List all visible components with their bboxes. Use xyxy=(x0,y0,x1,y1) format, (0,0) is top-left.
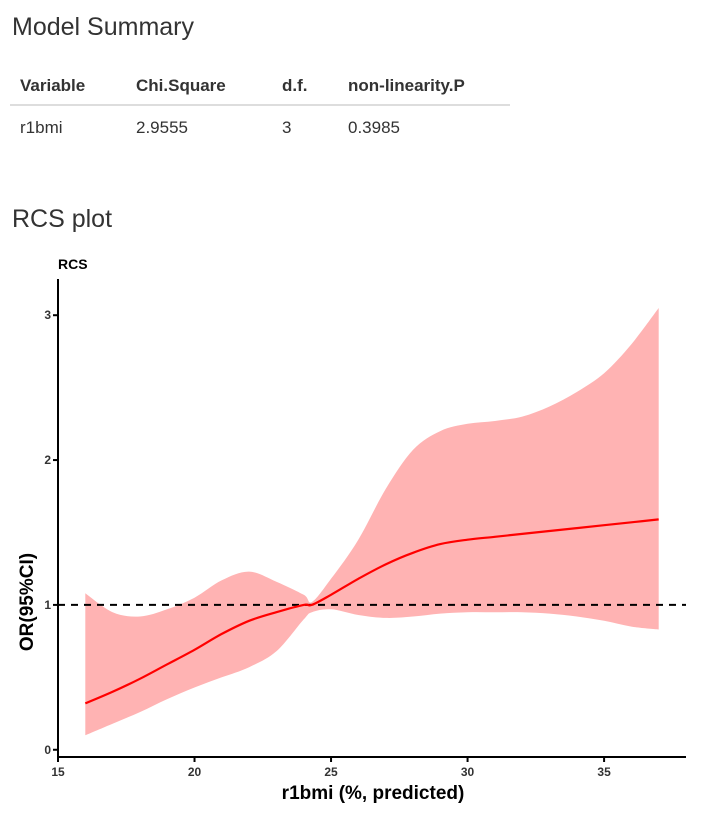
column-header-variable: Variable xyxy=(10,68,126,106)
table-header-row: Variable Chi.Square d.f. non-linearity.P xyxy=(10,68,510,106)
column-header-nonlinearity-p: non-linearity.P xyxy=(338,68,510,106)
x-tick-label: 25 xyxy=(324,765,338,779)
chart-title: RCS xyxy=(58,256,88,272)
axis-ticks: 15 20 25 30 35 0 1 2 3 xyxy=(44,308,611,779)
y-tick-label: 3 xyxy=(44,308,51,322)
confidence-band xyxy=(85,308,659,736)
column-header-chi-square: Chi.Square xyxy=(126,68,272,106)
model-summary-table: Variable Chi.Square d.f. non-linearity.P… xyxy=(10,68,510,146)
y-tick-label: 0 xyxy=(44,743,51,757)
plot-section-title: RCS plot xyxy=(12,205,113,233)
y-axis-label: OR(95%CI) xyxy=(17,553,38,651)
x-tick-label: 15 xyxy=(51,765,65,779)
x-axis-label: r1bmi (%, predicted) xyxy=(282,783,465,804)
cell-chi-square: 2.9555 xyxy=(136,118,188,137)
cell-df: 3 xyxy=(282,118,292,137)
y-tick-label: 2 xyxy=(44,453,51,467)
summary-title: Model Summary xyxy=(12,13,194,41)
x-tick-label: 20 xyxy=(188,765,202,779)
cell-nonlinearity-p: 0.3985 xyxy=(348,118,400,137)
x-tick-label: 30 xyxy=(461,765,475,779)
cell-variable: r1bmi xyxy=(20,118,63,137)
y-tick-label: 1 xyxy=(44,598,51,612)
column-header-df: d.f. xyxy=(272,68,338,106)
x-tick-label: 35 xyxy=(597,765,611,779)
table-row: r1bmi 2.9555 3 0.3985 xyxy=(10,105,510,146)
or-curve xyxy=(84,518,659,705)
